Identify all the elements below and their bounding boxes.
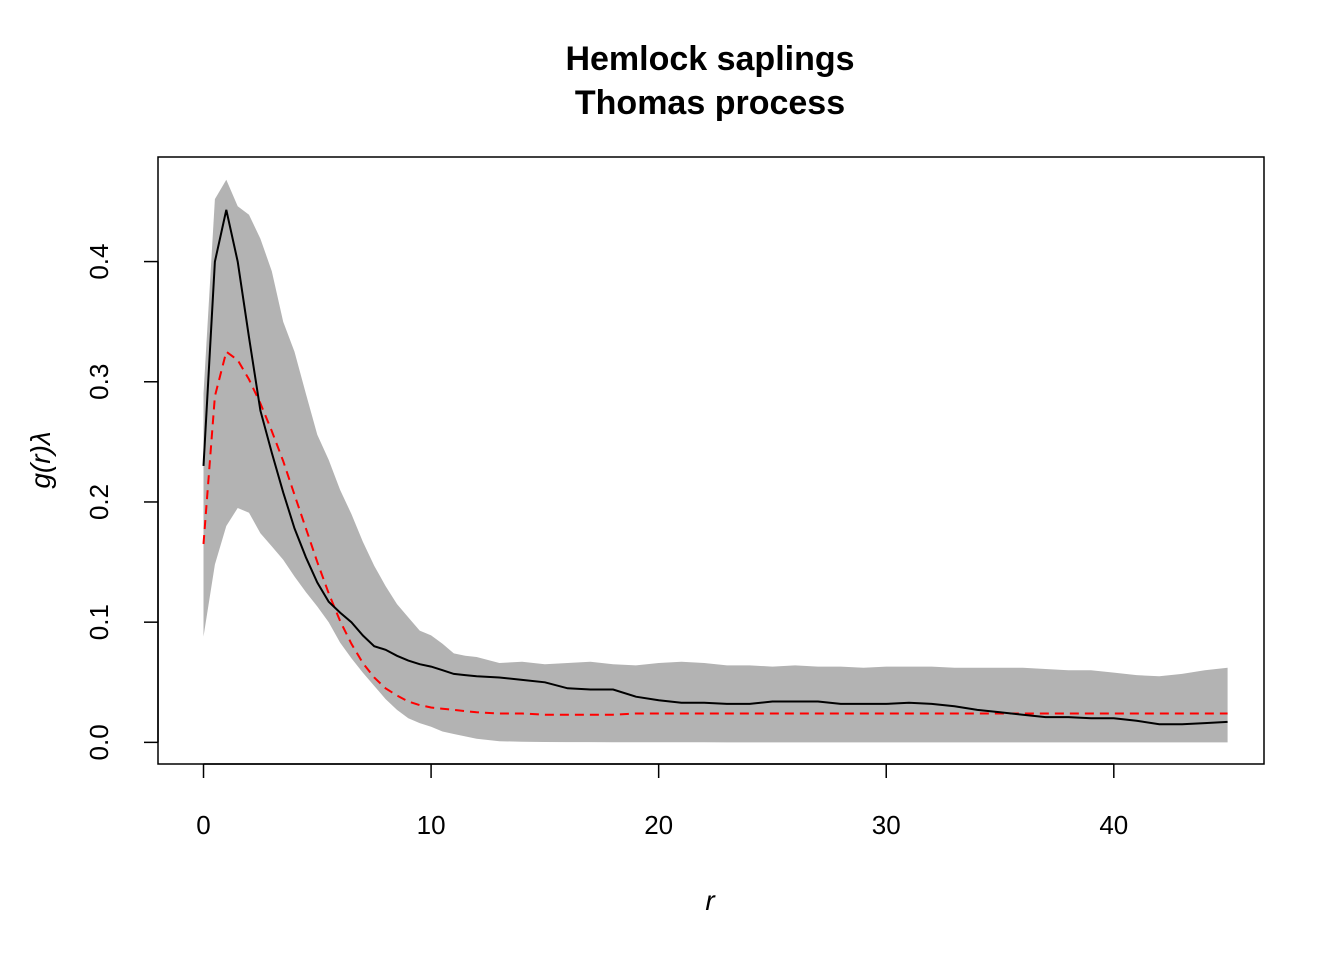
y-tick-label: 0.3 (84, 364, 114, 400)
y-tick-label: 0.4 (84, 243, 114, 279)
plot-layer (202, 179, 1228, 743)
envelope-band (203, 179, 1228, 743)
x-tick-label: 30 (872, 810, 901, 840)
observed-line (202, 209, 1228, 726)
x-tick-label: 20 (644, 810, 673, 840)
chart-subtitle: Thomas process (575, 84, 845, 122)
x-tick-label: 0 (196, 810, 210, 840)
y-axis: 0.0 0.1 0.2 0.3 0.4 (84, 243, 159, 760)
chart-title: Hemlock saplings (565, 40, 854, 78)
y-tick-label: 0.1 (84, 604, 114, 640)
x-tick-label: 10 (417, 810, 446, 840)
x-axis: 0 10 20 30 40 (196, 763, 1128, 840)
y-tick-label: 0.2 (84, 484, 114, 520)
x-axis-label: r (705, 885, 716, 916)
y-tick-label: 0.0 (84, 724, 114, 760)
y-axis-label: g(r)λ (25, 431, 56, 488)
x-tick-label: 40 (1099, 810, 1128, 840)
